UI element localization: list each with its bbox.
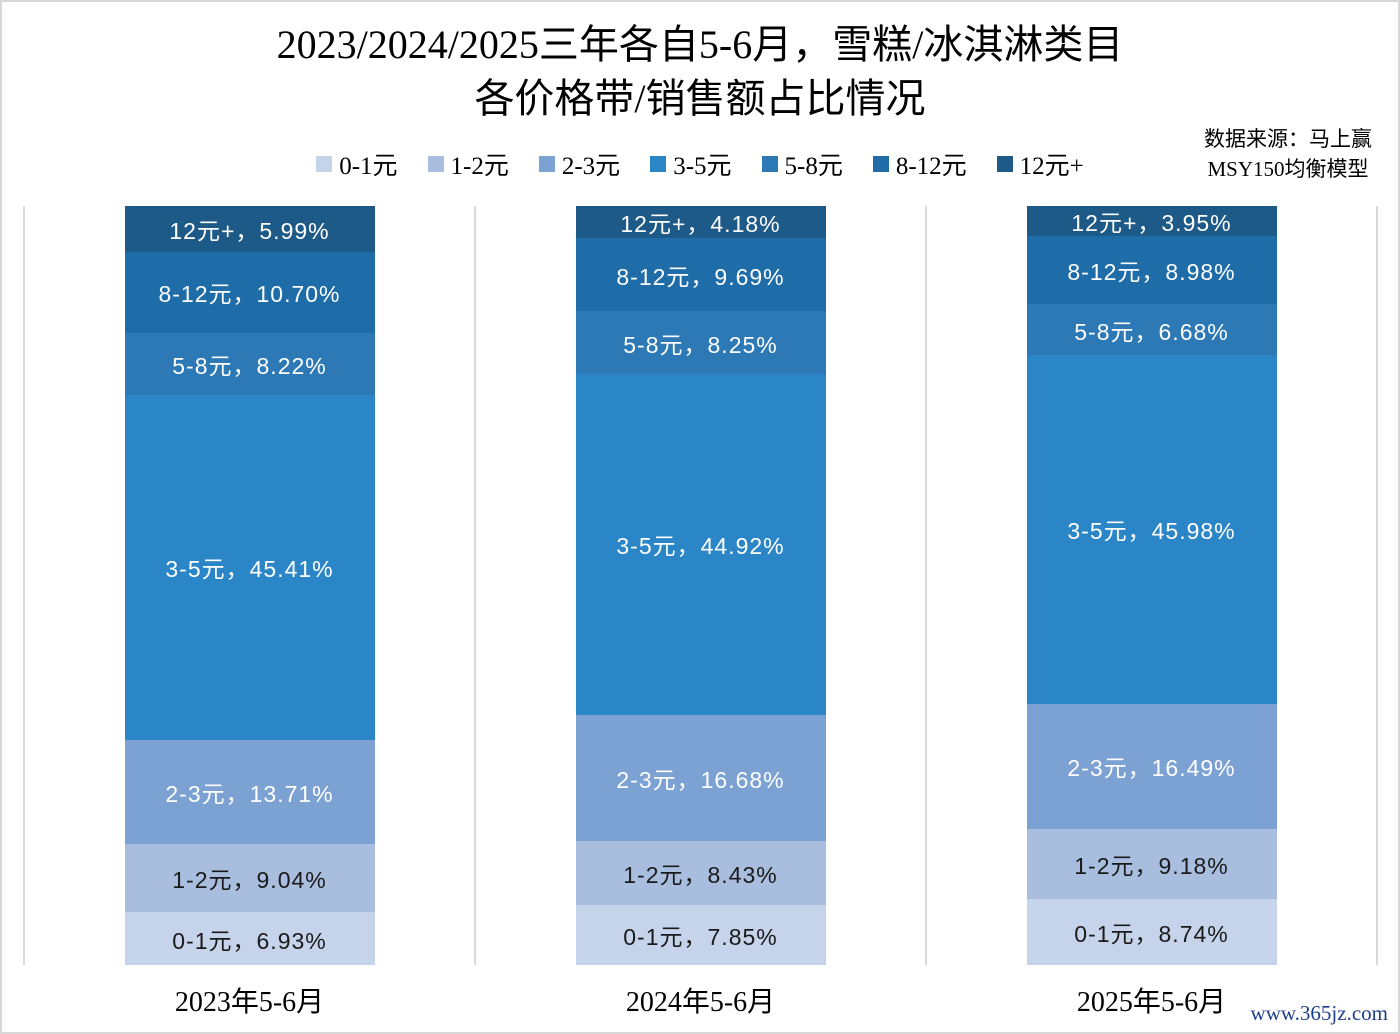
- legend-item-2-3元: 2-3元: [538, 146, 621, 182]
- stacked-bar-2024年5-6月: 0-1元，7.85% 1-2元，8.43% 2-3元，16.68% 3-5元，44.9…: [575, 206, 826, 965]
- plot-area: 0-1元，6.93% 1-2元，9.04% 2-3元，13.71% 3-5元，45.4…: [23, 206, 1378, 965]
- bar-segment-5-8元: 5-8元，8.22%: [124, 332, 375, 396]
- x-axis-label-2025年5-6月: 2025年5-6月: [1076, 987, 1227, 1018]
- bar-segment-3-5元: 3-5元，45.98%: [1026, 354, 1277, 704]
- legend-swatch-icon: [650, 156, 667, 172]
- legend-item-0-1元: 0-1元: [316, 146, 398, 182]
- x-axis-label-2023年5-6月: 2023年5-6月: [174, 987, 325, 1018]
- bar-segment-3-5元: 3-5元，44.92%: [575, 373, 826, 715]
- legend-swatch-icon: [761, 156, 778, 172]
- chart-title-line2: 各价格带/销售额占比情况: [474, 76, 926, 121]
- bar-segment-3-5元: 3-5元，45.41%: [124, 395, 375, 740]
- bar-segment-1-2元: 1-2元，9.04%: [124, 843, 375, 913]
- watermark: www.365jz.com: [1250, 1001, 1388, 1025]
- vertical-gridline: [23, 206, 25, 965]
- stacked-bar-2023年5-6月: 0-1元，6.93% 1-2元，9.04% 2-3元，13.71% 3-5元，45.4…: [124, 206, 375, 965]
- legend-item-1-2元: 1-2元: [427, 146, 509, 182]
- legend-swatch-icon: [427, 156, 444, 172]
- data-source-note: 数据来源：马上赢 MSY150均衡模型: [1204, 124, 1372, 184]
- bar-segment-1-2元: 1-2元，8.43%: [575, 841, 826, 906]
- legend-label: 0-1元: [339, 153, 398, 180]
- vertical-gridline: [1376, 206, 1378, 965]
- bar-segment-2-3元: 2-3元，16.49%: [1026, 703, 1277, 829]
- x-axis-label-2024年5-6月: 2024年5-6月: [625, 987, 776, 1018]
- legend-swatch-icon: [996, 156, 1013, 172]
- legend: 0-1元 1-2元 2-3元 3-5元 5-8元 8-12元 12元+: [2, 146, 1398, 182]
- vertical-gridline: [925, 206, 927, 965]
- bar-segment-12元+: 12元+，3.95%: [1026, 206, 1277, 236]
- legend-label: 3-5元: [673, 153, 732, 180]
- bar-segment-12元+: 12元+，4.18%: [575, 206, 826, 238]
- bar-segment-5-8元: 5-8元，8.25%: [575, 311, 826, 374]
- bar-segment-1-2元: 1-2元，9.18%: [1026, 829, 1277, 899]
- legend-item-5-8元: 5-8元: [761, 146, 843, 182]
- legend-swatch-icon: [538, 156, 555, 172]
- legend-label: 2-3元: [561, 153, 621, 180]
- bar-segment-2-3元: 2-3元，13.71%: [124, 739, 375, 844]
- bar-segment-8-12元: 8-12元，10.70%: [124, 251, 375, 333]
- legend-item-3-5元: 3-5元: [650, 146, 732, 182]
- data-source-line1: 数据来源：马上赢: [1204, 127, 1372, 151]
- category-slot-2024年5-6月: 0-1元，7.85% 1-2元，8.43% 2-3元，16.68% 3-5元，44.9…: [475, 206, 926, 965]
- bar-segment-2-3元: 2-3元，16.68%: [575, 714, 826, 842]
- legend-swatch-icon: [316, 156, 333, 172]
- legend-label: 1-2元: [450, 153, 509, 180]
- category-slot-2025年5-6月: 0-1元，8.74% 1-2元，9.18% 2-3元，16.49% 3-5元，45.9…: [926, 206, 1377, 965]
- bar-segment-8-12元: 8-12元，9.69%: [575, 237, 826, 312]
- bar-segment-0-1元: 0-1元，8.74%: [1026, 898, 1277, 965]
- bar-segment-0-1元: 0-1元，7.85%: [575, 905, 826, 965]
- stacked-bar-2025年5-6月: 0-1元，8.74% 1-2元，9.18% 2-3元，16.49% 3-5元，45.9…: [1026, 206, 1277, 965]
- legend-item-8-12元: 8-12元: [872, 146, 967, 182]
- bar-segment-5-8元: 5-8元，6.68%: [1026, 304, 1277, 355]
- x-axis: 2023年5-6月 2024年5-6月 2025年5-6月: [24, 980, 1377, 1020]
- legend-label: 5-8元: [784, 153, 843, 180]
- data-source-line2: MSY150均衡模型: [1207, 157, 1369, 181]
- legend-label: 12元+: [1019, 153, 1084, 180]
- chart-title: 2023/2024/2025三年各自5-6月，雪糕/冰淇淋类目 各价格带/销售额…: [2, 18, 1398, 126]
- legend-label: 8-12元: [895, 153, 967, 180]
- category-slot-2023年5-6月: 0-1元，6.93% 1-2元，9.04% 2-3元，13.71% 3-5元，45.4…: [24, 206, 475, 965]
- vertical-gridline: [473, 206, 476, 965]
- bar-segment-12元+: 12元+，5.99%: [124, 206, 375, 252]
- bar-segment-8-12元: 8-12元，8.98%: [1026, 236, 1277, 305]
- legend-swatch-icon: [872, 156, 889, 172]
- legend-item-12元+: 12元+: [996, 146, 1084, 182]
- chart-title-line1: 2023/2024/2025三年各自5-6月，雪糕/冰淇淋类目: [276, 22, 1124, 67]
- bar-segment-0-1元: 0-1元，6.93%: [124, 912, 375, 965]
